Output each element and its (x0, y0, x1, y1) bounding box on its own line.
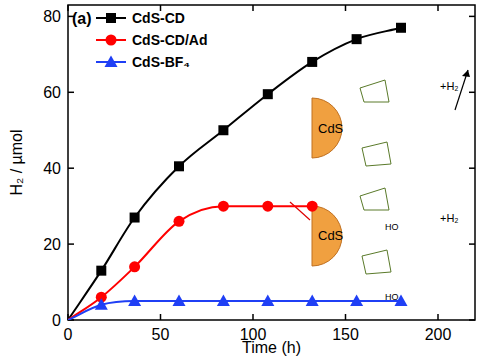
annotation: HO (385, 222, 399, 232)
y-tick (68, 167, 74, 169)
data-point (261, 295, 274, 307)
y-tick-right (469, 319, 475, 321)
data-point (96, 266, 106, 276)
data-point (396, 23, 406, 33)
x-tick-top (252, 5, 254, 11)
data-point (95, 298, 108, 310)
data-point (306, 295, 319, 307)
data-point (218, 125, 228, 135)
data-point (217, 295, 230, 307)
data-point (128, 295, 141, 307)
y-tick-right (469, 243, 475, 245)
data-point (218, 201, 229, 212)
series-line (68, 301, 401, 320)
x-tick-label: 50 (152, 326, 170, 343)
data-point (173, 295, 186, 307)
y-tick-label: 20 (43, 236, 61, 253)
plot-area (68, 23, 408, 320)
legend-marker (106, 35, 117, 46)
data-point (130, 213, 140, 223)
x-tick-label: 200 (425, 326, 452, 343)
legend-label: CdS-CD (132, 10, 185, 26)
data-point (174, 216, 185, 227)
y-tick-label: 80 (43, 8, 61, 25)
x-tick-top (67, 5, 69, 11)
y-tick-label: 60 (43, 84, 61, 101)
data-point (263, 89, 273, 99)
y-tick-label: 40 (43, 160, 61, 177)
inset-arrowhead (462, 70, 470, 77)
y-axis-label: H₂ / µmol (8, 129, 25, 195)
data-point (307, 201, 318, 212)
x-tick (160, 314, 162, 320)
data-point (395, 295, 408, 307)
x-tick-top (437, 5, 439, 11)
annotation: CdS (318, 121, 344, 136)
legend-label: CdS-BF₄ (132, 54, 190, 70)
data-point (352, 34, 362, 44)
plot-frame (68, 5, 475, 320)
legend-marker (105, 56, 118, 68)
x-tick-label: 0 (64, 326, 73, 343)
annotation: CdS (318, 228, 344, 243)
series-line (68, 28, 401, 320)
x-tick-label: 150 (332, 326, 359, 343)
data-point (129, 261, 140, 272)
y-tick (68, 92, 74, 94)
x-axis-label: Time (h) (242, 339, 301, 356)
x-tick-top (345, 5, 347, 11)
data-point (174, 161, 184, 171)
chart: 050100150200020406080Time (h)H₂ / µmol(a… (0, 0, 480, 358)
x-tick (345, 314, 347, 320)
data-point (262, 201, 273, 212)
y-tick-right (469, 92, 475, 94)
y-tick-right (469, 167, 475, 169)
y-tick-right (469, 16, 475, 18)
x-tick (252, 314, 254, 320)
y-tick-label: 0 (52, 312, 61, 329)
data-point (350, 295, 363, 307)
legend-marker (106, 13, 116, 23)
data-point (307, 57, 317, 67)
annotation: (a) (72, 10, 92, 27)
y-tick (68, 243, 74, 245)
annotation: +H₂ (440, 212, 459, 224)
series-line (68, 206, 312, 320)
legend-label: CdS-CD/Ad (132, 32, 207, 48)
x-tick (437, 314, 439, 320)
cyclodextrin (360, 80, 391, 166)
annotation: +H₂ (440, 80, 459, 92)
